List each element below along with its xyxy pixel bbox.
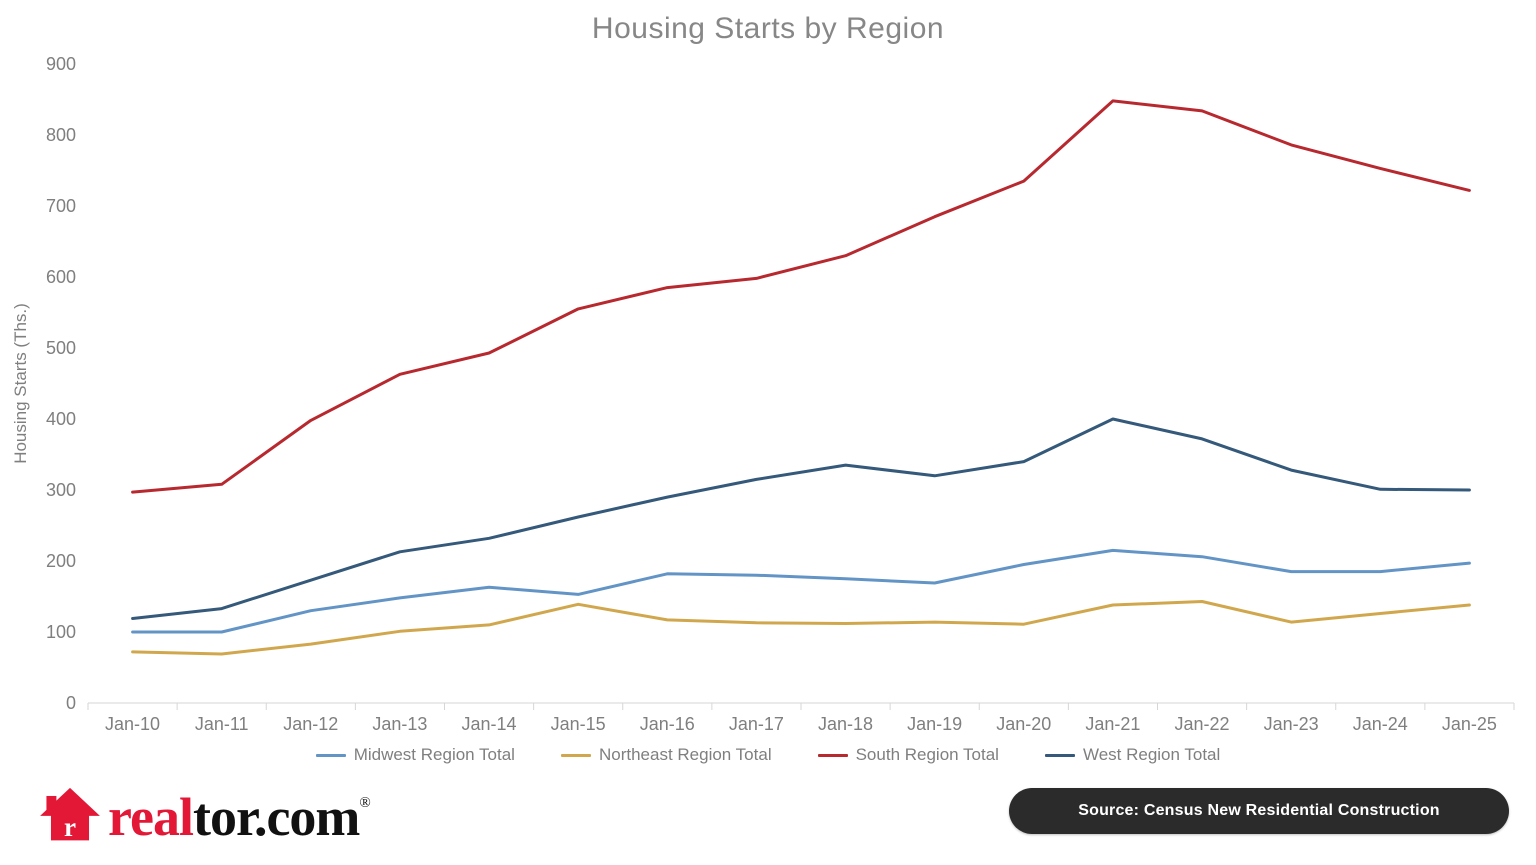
y-axis-tick-label: 500	[46, 338, 76, 358]
series-line-midwest-region-total	[131, 548, 1471, 634]
series-line-west-region-total	[131, 417, 1471, 620]
x-axis-tick-label: Jan-14	[462, 714, 517, 734]
brand-prefix: real	[108, 787, 194, 847]
y-axis-tick-label: 0	[66, 693, 76, 713]
x-axis-tick-label: Jan-22	[1175, 714, 1230, 734]
legend-label-northeast-region-total: Northeast Region Total	[598, 745, 772, 764]
y-axis-title: Housing Starts (Ths.)	[11, 303, 30, 464]
y-axis-tick-label: 800	[46, 125, 76, 145]
legend-item-northeast-region-total: Northeast Region Total	[560, 745, 772, 765]
brand-wordmark: realtor.com®	[108, 787, 371, 847]
source-badge-text: Source: Census New Residential Construct…	[1078, 802, 1440, 819]
source-badge: Source: Census New Residential Construct…	[1009, 788, 1509, 834]
footer: r realtor.com® Source: Census New Reside…	[0, 780, 1536, 865]
x-axis-tick-label: Jan-18	[818, 714, 873, 734]
house-letter: r	[64, 812, 76, 842]
x-axis-tick-label: Jan-23	[1264, 714, 1319, 734]
x-axis-tick-label: Jan-20	[996, 714, 1051, 734]
x-axis-tick-label: Jan-24	[1353, 714, 1408, 734]
realtor-com-logo: r realtor.com®	[38, 786, 371, 847]
x-axis-tick-label: Jan-11	[195, 714, 249, 734]
x-axis-tick-label: Jan-17	[729, 714, 784, 734]
legend-swatch-northeast-region-total	[560, 753, 591, 757]
y-axis-tick-label: 900	[46, 54, 76, 74]
legend-label-midwest-region-total: Midwest Region Total	[353, 745, 515, 764]
y-axis-tick-label: 600	[46, 267, 76, 287]
x-axis-tick-label: Jan-16	[640, 714, 695, 734]
realtor-house-icon: r	[40, 787, 100, 842]
y-axis-tick-label: 100	[46, 622, 76, 642]
legend-swatch-west-region-total	[1044, 753, 1075, 757]
legend-label-south-region-total: South Region Total	[855, 745, 999, 764]
x-axis-tick-label: Jan-19	[907, 714, 962, 734]
legend-swatch-midwest-region-total	[315, 753, 346, 757]
y-axis-tick-label: 200	[46, 551, 76, 571]
y-axis-tick-label: 700	[46, 196, 76, 216]
x-axis-tick-label: Jan-21	[1085, 714, 1140, 734]
legend-item-midwest-region-total: Midwest Region Total	[315, 745, 515, 765]
legend-item-west-region-total: West Region Total	[1044, 745, 1221, 765]
x-axis-tick-label: Jan-25	[1442, 714, 1497, 734]
x-axis-tick-label: Jan-10	[105, 714, 160, 734]
chart-title: Housing Starts by Region	[591, 12, 945, 45]
series-line-northeast-region-total	[131, 600, 1471, 656]
brand-suffix: tor.com	[192, 787, 360, 847]
line-chart-svg: 0 100 200 300 400 500 600 700 800 900 Housing Star…	[11, 54, 1515, 734]
chart-legend: Midwest Region Total Northeast Region Tot…	[0, 745, 1536, 765]
legend-item-south-region-total: South Region Total	[817, 745, 999, 765]
y-axis-tick-label: 400	[46, 409, 76, 429]
x-axis-tick-label: Jan-12	[283, 714, 338, 734]
series-line-south-region-total	[131, 99, 1471, 494]
y-axis-tick-label: 300	[46, 480, 76, 500]
legend-swatch-south-region-total	[817, 753, 848, 757]
legend-label-west-region-total: West Region Total	[1082, 745, 1221, 764]
x-axis-tick-label: Jan-13	[372, 714, 427, 734]
registered-trademark-symbol: ®	[359, 795, 370, 811]
x-axis-tick-label: Jan-15	[551, 714, 606, 734]
